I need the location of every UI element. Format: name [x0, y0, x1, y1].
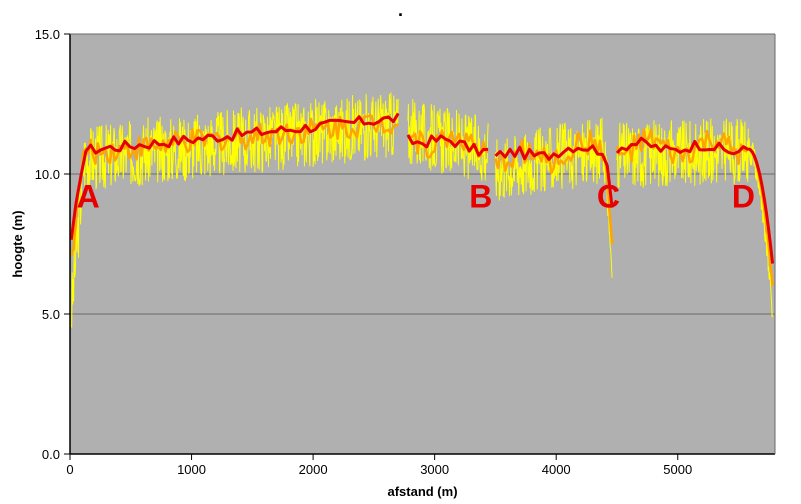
elevation-chart: 0 1000 2000 3000 4000 5000 0.0 5.0 10.0 15.0 afsta… — [0, 14, 801, 504]
x-tick-label: 1000 — [177, 462, 206, 477]
annotation-D: D — [732, 179, 755, 215]
x-tick-label: 0 — [66, 462, 73, 477]
y-tick-label: 10.0 — [35, 167, 60, 182]
annotation-A: A — [77, 179, 100, 215]
y-tick-label: 0.0 — [42, 447, 60, 462]
y-tick-label: 15.0 — [35, 27, 60, 42]
y-tick-label: 5.0 — [42, 307, 60, 322]
annotation-C: C — [597, 179, 620, 215]
y-axis-label: hoogte (m) — [10, 210, 25, 277]
x-tick-label: 2000 — [299, 462, 328, 477]
annotation-B: B — [469, 179, 492, 215]
x-tick-label: 5000 — [663, 462, 692, 477]
x-axis-label: afstand (m) — [387, 484, 457, 499]
x-tick-label: 3000 — [420, 462, 449, 477]
x-tick-label: 4000 — [542, 462, 571, 477]
